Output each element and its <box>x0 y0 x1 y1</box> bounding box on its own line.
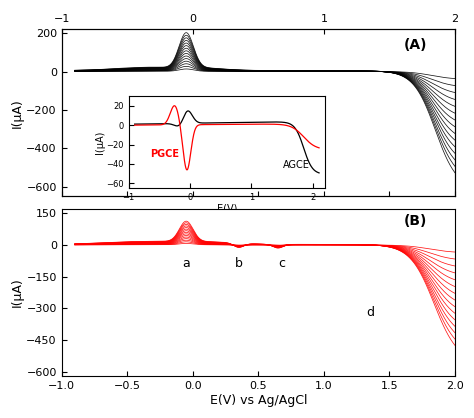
Text: a: a <box>182 257 190 270</box>
Y-axis label: I(μA): I(μA) <box>10 98 24 128</box>
Text: b: b <box>235 257 243 270</box>
Text: (B): (B) <box>404 214 428 228</box>
X-axis label: E(V) vs Ag/AgCl: E(V) vs Ag/AgCl <box>210 394 307 407</box>
Text: d: d <box>366 306 374 319</box>
Text: c: c <box>278 257 285 270</box>
Y-axis label: I(μA): I(μA) <box>10 278 24 308</box>
Text: (A): (A) <box>404 38 428 51</box>
